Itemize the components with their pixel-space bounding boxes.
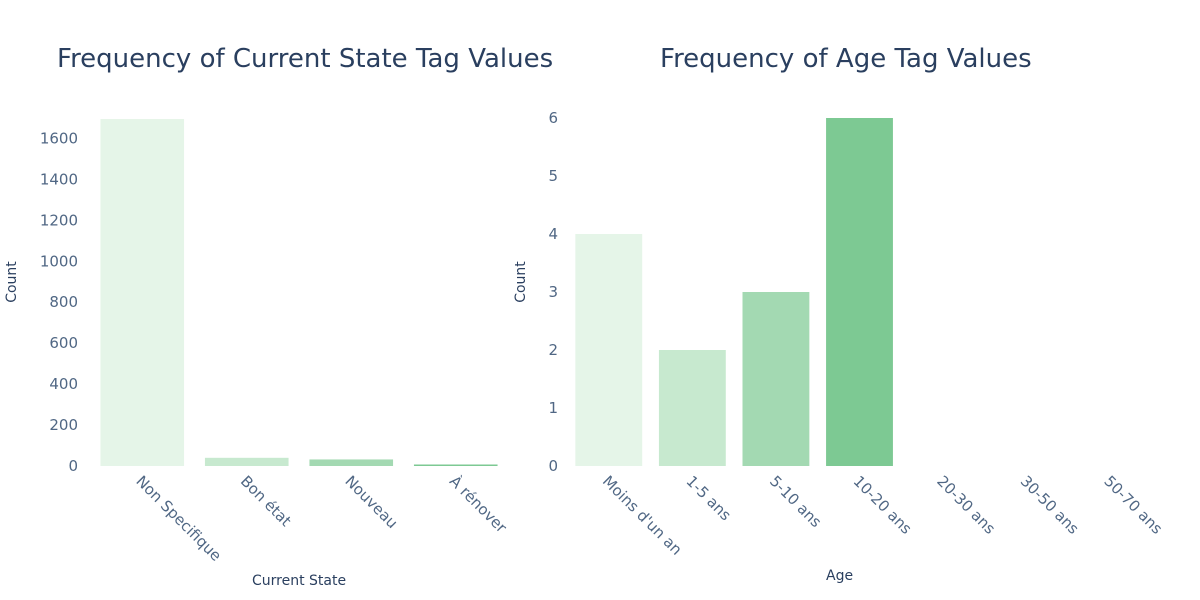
y-tick-label-age: 5 xyxy=(548,167,558,185)
chart-title-age: Frequency of Age Tag Values xyxy=(660,44,1032,74)
x-tick-label-age: 5-10 ans xyxy=(766,472,825,531)
x-axis-title-current-state: Current State xyxy=(252,573,347,589)
bar-current-state-3 xyxy=(413,464,498,466)
x-axis-title-age: Age xyxy=(826,568,854,584)
chart-title-current-state: Frequency of Current State Tag Values xyxy=(57,44,554,74)
y-tick-label-age: 6 xyxy=(548,109,558,127)
y-tick-label-current-state: 200 xyxy=(49,416,78,434)
y-tick-label-age: 1 xyxy=(548,399,558,417)
bar-current-state-2 xyxy=(309,459,394,466)
y-tick-label-age: 0 xyxy=(548,457,558,475)
x-tick-label-age: 1-5 ans xyxy=(683,472,735,524)
bar-age-2 xyxy=(742,292,810,466)
x-tick-label-current-state: Non Specifique xyxy=(132,472,225,565)
x-tick-label-age: Moins d'un an xyxy=(599,472,686,559)
x-tick-label-age: 30-50 ans xyxy=(1017,472,1083,538)
y-tick-label-age: 4 xyxy=(548,225,558,243)
bar-current-state-0 xyxy=(100,119,185,466)
y-tick-label-current-state: 1600 xyxy=(40,129,78,147)
bar-age-3 xyxy=(826,118,893,466)
x-tick-label-current-state: Bon état xyxy=(237,472,295,530)
x-tick-label-current-state: À rénover xyxy=(446,471,512,537)
bar-current-state-1 xyxy=(204,457,289,466)
bar-age-0 xyxy=(575,234,643,466)
x-tick-label-age: 10-20 ans xyxy=(850,472,916,538)
y-tick-label-current-state: 1400 xyxy=(40,170,78,188)
y-tick-label-current-state: 0 xyxy=(68,457,78,475)
y-tick-label-current-state: 600 xyxy=(49,334,78,352)
y-tick-label-current-state: 800 xyxy=(49,293,78,311)
y-tick-label-current-state: 1000 xyxy=(40,252,78,270)
y-tick-label-age: 3 xyxy=(548,283,558,301)
bar-age-1 xyxy=(658,350,726,466)
y-tick-label-age: 2 xyxy=(548,341,558,359)
x-tick-label-current-state: Nouveau xyxy=(341,472,401,532)
x-tick-label-age: 50-70 ans xyxy=(1100,472,1166,538)
x-tick-label-age: 20-30 ans xyxy=(933,472,999,538)
y-tick-label-current-state: 400 xyxy=(49,375,78,393)
y-tick-label-current-state: 1200 xyxy=(40,211,78,229)
